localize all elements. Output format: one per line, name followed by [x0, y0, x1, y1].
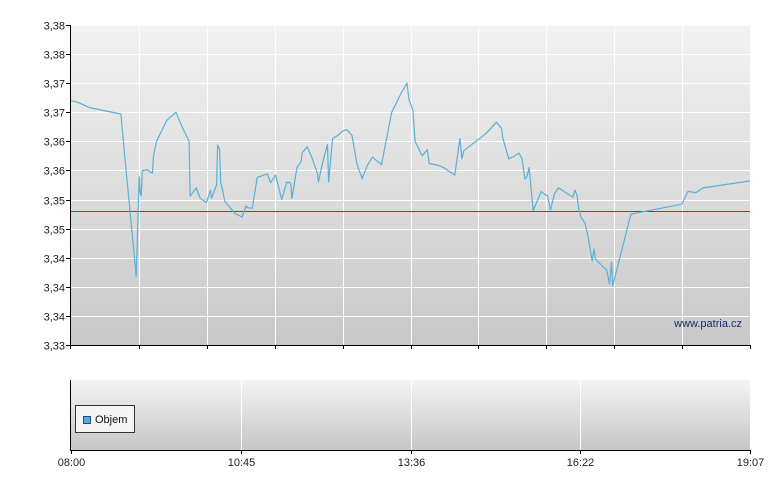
- y-tick-label: 3,38: [44, 21, 65, 33]
- y-tick-label: 3,37: [44, 79, 65, 91]
- y-tick-label: 3,36: [44, 166, 65, 178]
- x-tick-label: 08:00: [58, 457, 86, 469]
- price-x-tick-marks: [70, 345, 751, 349]
- y-tick-label: 3,34: [44, 254, 65, 266]
- x-tick-label: 10:45: [228, 457, 256, 469]
- y-tick-label: 3,36: [44, 137, 65, 149]
- price-gridlines: [71, 25, 750, 345]
- legend-label-volume: Objem: [95, 414, 128, 426]
- x-tick-label: 13:36: [398, 457, 426, 469]
- price-line: [70, 82, 751, 287]
- y-tick-label: 3,35: [44, 225, 65, 237]
- y-axis-labels: 3,33 3,34 3,34 3,34 3,35 3,35 3,36 3,36 3,37 3,37…: [44, 21, 70, 353]
- price-series: [70, 82, 751, 287]
- x-tick-label: 16:22: [567, 457, 595, 469]
- x-tick-label: 19:07: [737, 457, 765, 469]
- price-plot-area: [71, 25, 750, 345]
- y-tick-label: 3,34: [44, 312, 65, 324]
- legend: Objem: [75, 405, 135, 433]
- y-tick-label: 3,33: [44, 341, 65, 353]
- y-tick-label: 3,37: [44, 108, 65, 120]
- volume-gridlines: [241, 380, 581, 450]
- y-tick-label: 3,34: [44, 283, 65, 295]
- y-tick-label: 3,38: [44, 50, 65, 62]
- y-tick-label: 3,35: [44, 196, 65, 208]
- legend-swatch-volume: [83, 416, 91, 424]
- x-axis-labels: 08:00 10:45 13:36 16:22 19:07: [58, 450, 765, 469]
- watermark: www.patria.cz: [673, 318, 742, 330]
- volume-plot-area: [71, 380, 750, 450]
